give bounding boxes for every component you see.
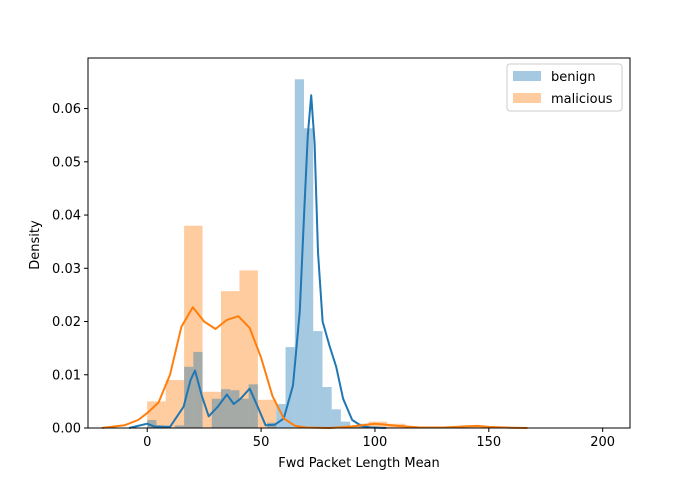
bar-malicious-5 <box>239 270 258 428</box>
y-axis-label: Density <box>28 220 43 270</box>
legend-swatch-malicious <box>513 93 541 103</box>
y-tick-label-2: 0.02 <box>52 315 81 330</box>
x-axis-label: Fwd Packet Length Mean <box>278 456 440 471</box>
bar-benign-4 <box>184 366 194 428</box>
bar-benign-8 <box>220 389 231 428</box>
legend-swatch-benign <box>513 71 541 81</box>
x-tick-label-100: 100 <box>363 435 388 450</box>
y-tick-label-1: 0.01 <box>52 368 81 383</box>
kde-curves <box>101 94 528 429</box>
y-axis-ticks: 0.00 0.01 0.02 0.03 0.04 0.05 0.06 <box>52 102 88 437</box>
axes-frame <box>87 57 631 429</box>
bar-benign-19 <box>322 387 332 428</box>
legend-box <box>506 63 623 112</box>
x-axis-ticks: 0 50 100 150 200 <box>143 428 615 450</box>
bar-benign-14 <box>276 404 286 428</box>
bar-benign-0 <box>147 420 157 428</box>
bar-benign-16 <box>294 79 305 428</box>
y-tick-label-4: 0.04 <box>52 209 81 224</box>
x-tick-label-150: 150 <box>476 435 501 450</box>
x-tick-label-0: 0 <box>143 435 151 450</box>
bar-benign-11 <box>248 384 258 428</box>
bar-malicious-11 <box>350 426 369 428</box>
bar-malicious-1 <box>165 380 185 428</box>
bar-benign-20 <box>331 409 341 428</box>
bar-malicious-2 <box>184 225 203 428</box>
y-tick-label-3: 0.03 <box>52 262 81 277</box>
bar-benign-7 <box>211 398 221 428</box>
bar-malicious-3 <box>202 391 221 428</box>
y-tick-label-0: 0.00 <box>52 422 81 437</box>
legend-label-benign: benign <box>551 70 596 85</box>
legend-label-malicious: malicious <box>551 92 613 107</box>
bar-benign-18 <box>313 331 323 428</box>
bar-benign-17 <box>304 128 314 428</box>
bar-benign-22 <box>350 426 360 428</box>
x-tick-label-50: 50 <box>253 435 270 450</box>
y-tick-label-5: 0.05 <box>52 155 81 170</box>
kde-line-benign <box>128 94 387 429</box>
x-tick-label-200: 200 <box>590 435 615 450</box>
bar-benign-10 <box>239 398 249 428</box>
legend: benign malicious <box>506 63 623 112</box>
bar-benign-15 <box>285 347 295 428</box>
kde-line-malicious <box>101 306 528 429</box>
bar-benign-21 <box>340 421 351 428</box>
bar-benign-3 <box>174 425 185 428</box>
bar-malicious-6 <box>257 399 277 428</box>
bar-benign-9 <box>230 390 240 428</box>
plot-area <box>101 79 528 429</box>
bar-benign-5 <box>193 351 203 428</box>
y-tick-label-6: 0.06 <box>52 102 81 117</box>
bar-malicious-4 <box>220 291 240 428</box>
